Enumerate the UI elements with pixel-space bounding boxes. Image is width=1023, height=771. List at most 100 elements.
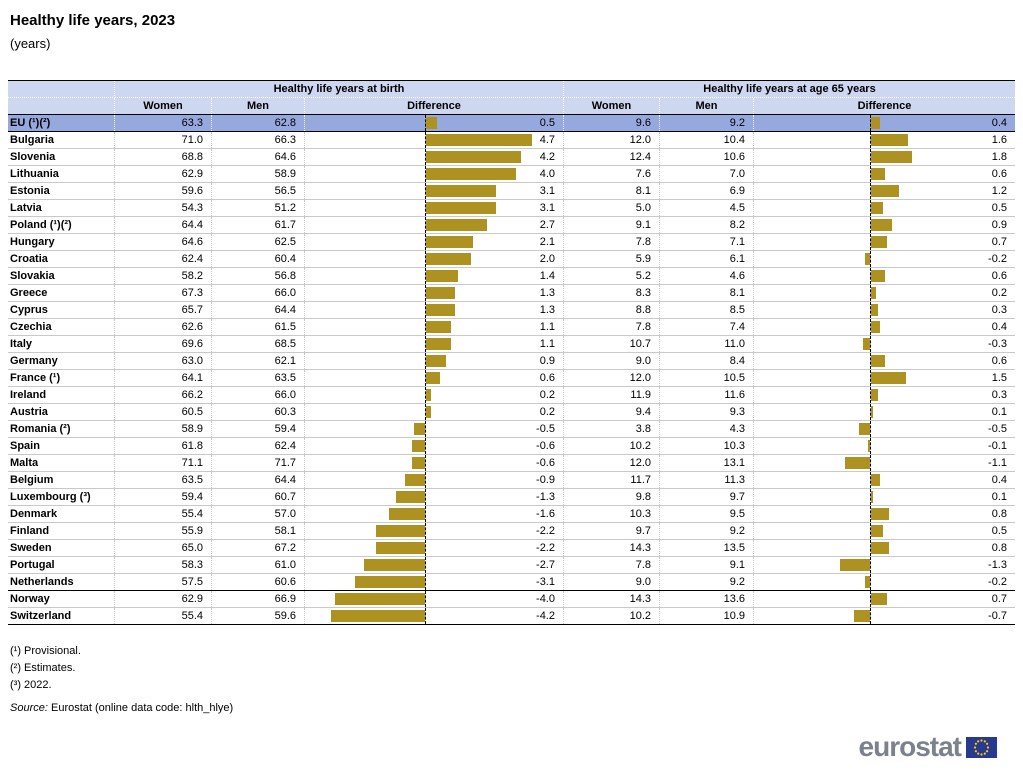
difference-cell-birth: -4.2: [305, 608, 564, 624]
zero-axis-line: [870, 387, 871, 403]
birth-women-value: 58.9: [115, 421, 212, 437]
col-header-65-difference: Difference: [857, 100, 912, 112]
age65-women-value: 11.9: [564, 387, 660, 403]
difference-cell-birth: -0.6: [305, 438, 564, 454]
difference-value: -1.3: [988, 559, 1007, 571]
difference-value: 0.3: [991, 389, 1007, 401]
age65-women-value: 7.8: [564, 319, 660, 335]
birth-women-value: 68.8: [115, 149, 212, 165]
difference-value: 1.1: [539, 321, 555, 333]
age65-women-value: 3.8: [564, 421, 660, 437]
zero-axis-line: [870, 183, 871, 199]
country-label: Czechia: [8, 319, 115, 335]
birth-men-value: 56.8: [212, 268, 305, 284]
zero-axis-line: [425, 557, 426, 573]
age65-men-value: 8.5: [660, 302, 754, 318]
difference-bar: [840, 559, 870, 571]
zero-axis-line: [870, 285, 871, 301]
difference-value: 0.4: [991, 321, 1007, 333]
difference-cell-birth: -1.6: [305, 506, 564, 522]
table-row: Cyprus 65.7 64.4 1.3 8.8 8.5 0.3: [8, 302, 1015, 319]
difference-cell-age65: 1.5: [754, 370, 1015, 386]
difference-value: 0.6: [991, 270, 1007, 282]
age65-women-value: 9.0: [564, 574, 660, 590]
zero-axis-line: [870, 421, 871, 437]
country-label: Sweden: [8, 540, 115, 556]
difference-bar: [865, 253, 870, 265]
age65-men-value: 10.5: [660, 370, 754, 386]
age65-men-value: 8.1: [660, 285, 754, 301]
difference-cell-age65: -0.1: [754, 438, 1015, 454]
healthy-life-years-table: Healthy life years at birth Healthy life…: [8, 80, 1015, 625]
footnote-3: (³) 2022.: [10, 679, 52, 691]
table-row: Netherlands 57.5 60.6 -3.1 9.0 9.2 -0.2: [8, 574, 1015, 591]
country-label: Germany: [8, 353, 115, 369]
age65-women-value: 8.3: [564, 285, 660, 301]
difference-bar: [426, 338, 451, 350]
table-row: Poland (¹)(²) 64.4 61.7 2.7 9.1 8.2 0.9: [8, 217, 1015, 234]
age65-men-value: 9.1: [660, 557, 754, 573]
table-row: Slovakia 58.2 56.8 1.4 5.2 4.6 0.6: [8, 268, 1015, 285]
zero-axis-line: [425, 353, 426, 369]
source-label: Source:: [10, 702, 48, 714]
difference-bar: [858, 423, 870, 435]
birth-men-value: 61.5: [212, 319, 305, 335]
zero-axis-line: [870, 370, 871, 386]
difference-cell-age65: 0.2: [754, 285, 1015, 301]
difference-cell-age65: 0.4: [754, 472, 1015, 488]
table-row: Austria 60.5 60.3 0.2 9.4 9.3 0.1: [8, 404, 1015, 421]
difference-value: 3.1: [539, 202, 555, 214]
difference-value: 0.8: [991, 542, 1007, 554]
difference-bar: [355, 576, 426, 588]
zero-axis-line: [870, 200, 871, 216]
age65-men-value: 8.2: [660, 217, 754, 233]
birth-women-value: 62.9: [115, 166, 212, 182]
birth-men-value: 62.8: [212, 115, 305, 131]
zero-axis-line: [870, 506, 871, 522]
table-row: Hungary 64.6 62.5 2.1 7.8 7.1 0.7: [8, 234, 1015, 251]
age65-women-value: 5.9: [564, 251, 660, 267]
section-header-at-65: Healthy life years at age 65 years: [564, 81, 1015, 98]
difference-value: 2.1: [539, 236, 555, 248]
difference-bar: [411, 440, 425, 452]
difference-value: 0.6: [991, 168, 1007, 180]
table-row: Denmark 55.4 57.0 -1.6 10.3 9.5 0.8: [8, 506, 1015, 523]
age65-women-value: 9.6: [564, 115, 660, 131]
difference-cell-birth: -2.7: [305, 557, 564, 573]
difference-value: -1.6: [536, 508, 555, 520]
difference-cell-age65: 0.6: [754, 353, 1015, 369]
difference-bar: [871, 355, 885, 367]
country-label: Austria: [8, 404, 115, 420]
difference-bar: [426, 270, 458, 282]
section-header-row: Healthy life years at birth Healthy life…: [8, 81, 1015, 98]
age65-men-value: 13.6: [660, 591, 754, 607]
difference-value: 2.0: [539, 253, 555, 265]
difference-bar: [426, 202, 496, 214]
age65-men-value: 4.5: [660, 200, 754, 216]
table-row: Lithuania 62.9 58.9 4.0 7.6 7.0 0.6: [8, 166, 1015, 183]
birth-men-value: 59.6: [212, 608, 305, 624]
age65-women-value: 9.4: [564, 404, 660, 420]
difference-value: -2.7: [536, 559, 555, 571]
difference-cell-birth: -2.2: [305, 540, 564, 556]
difference-cell-age65: 0.8: [754, 506, 1015, 522]
difference-cell-birth: -4.0: [305, 591, 564, 607]
difference-bar: [404, 474, 426, 486]
difference-bar: [426, 168, 516, 180]
difference-bar: [871, 304, 878, 316]
age65-women-value: 8.8: [564, 302, 660, 318]
difference-value: -0.6: [536, 457, 555, 469]
difference-cell-age65: 0.1: [754, 489, 1015, 505]
difference-bar: [844, 457, 870, 469]
country-label: EU (¹)(²): [8, 115, 115, 131]
difference-value: 0.7: [991, 236, 1007, 248]
age65-men-value: 4.6: [660, 268, 754, 284]
zero-axis-line: [425, 506, 426, 522]
difference-bar: [871, 525, 883, 537]
difference-value: -0.2: [988, 576, 1007, 588]
zero-axis-line: [870, 591, 871, 607]
difference-bar: [871, 406, 874, 418]
country-label: Slovenia: [8, 149, 115, 165]
difference-cell-age65: 0.6: [754, 268, 1015, 284]
difference-value: 0.2: [539, 406, 555, 418]
